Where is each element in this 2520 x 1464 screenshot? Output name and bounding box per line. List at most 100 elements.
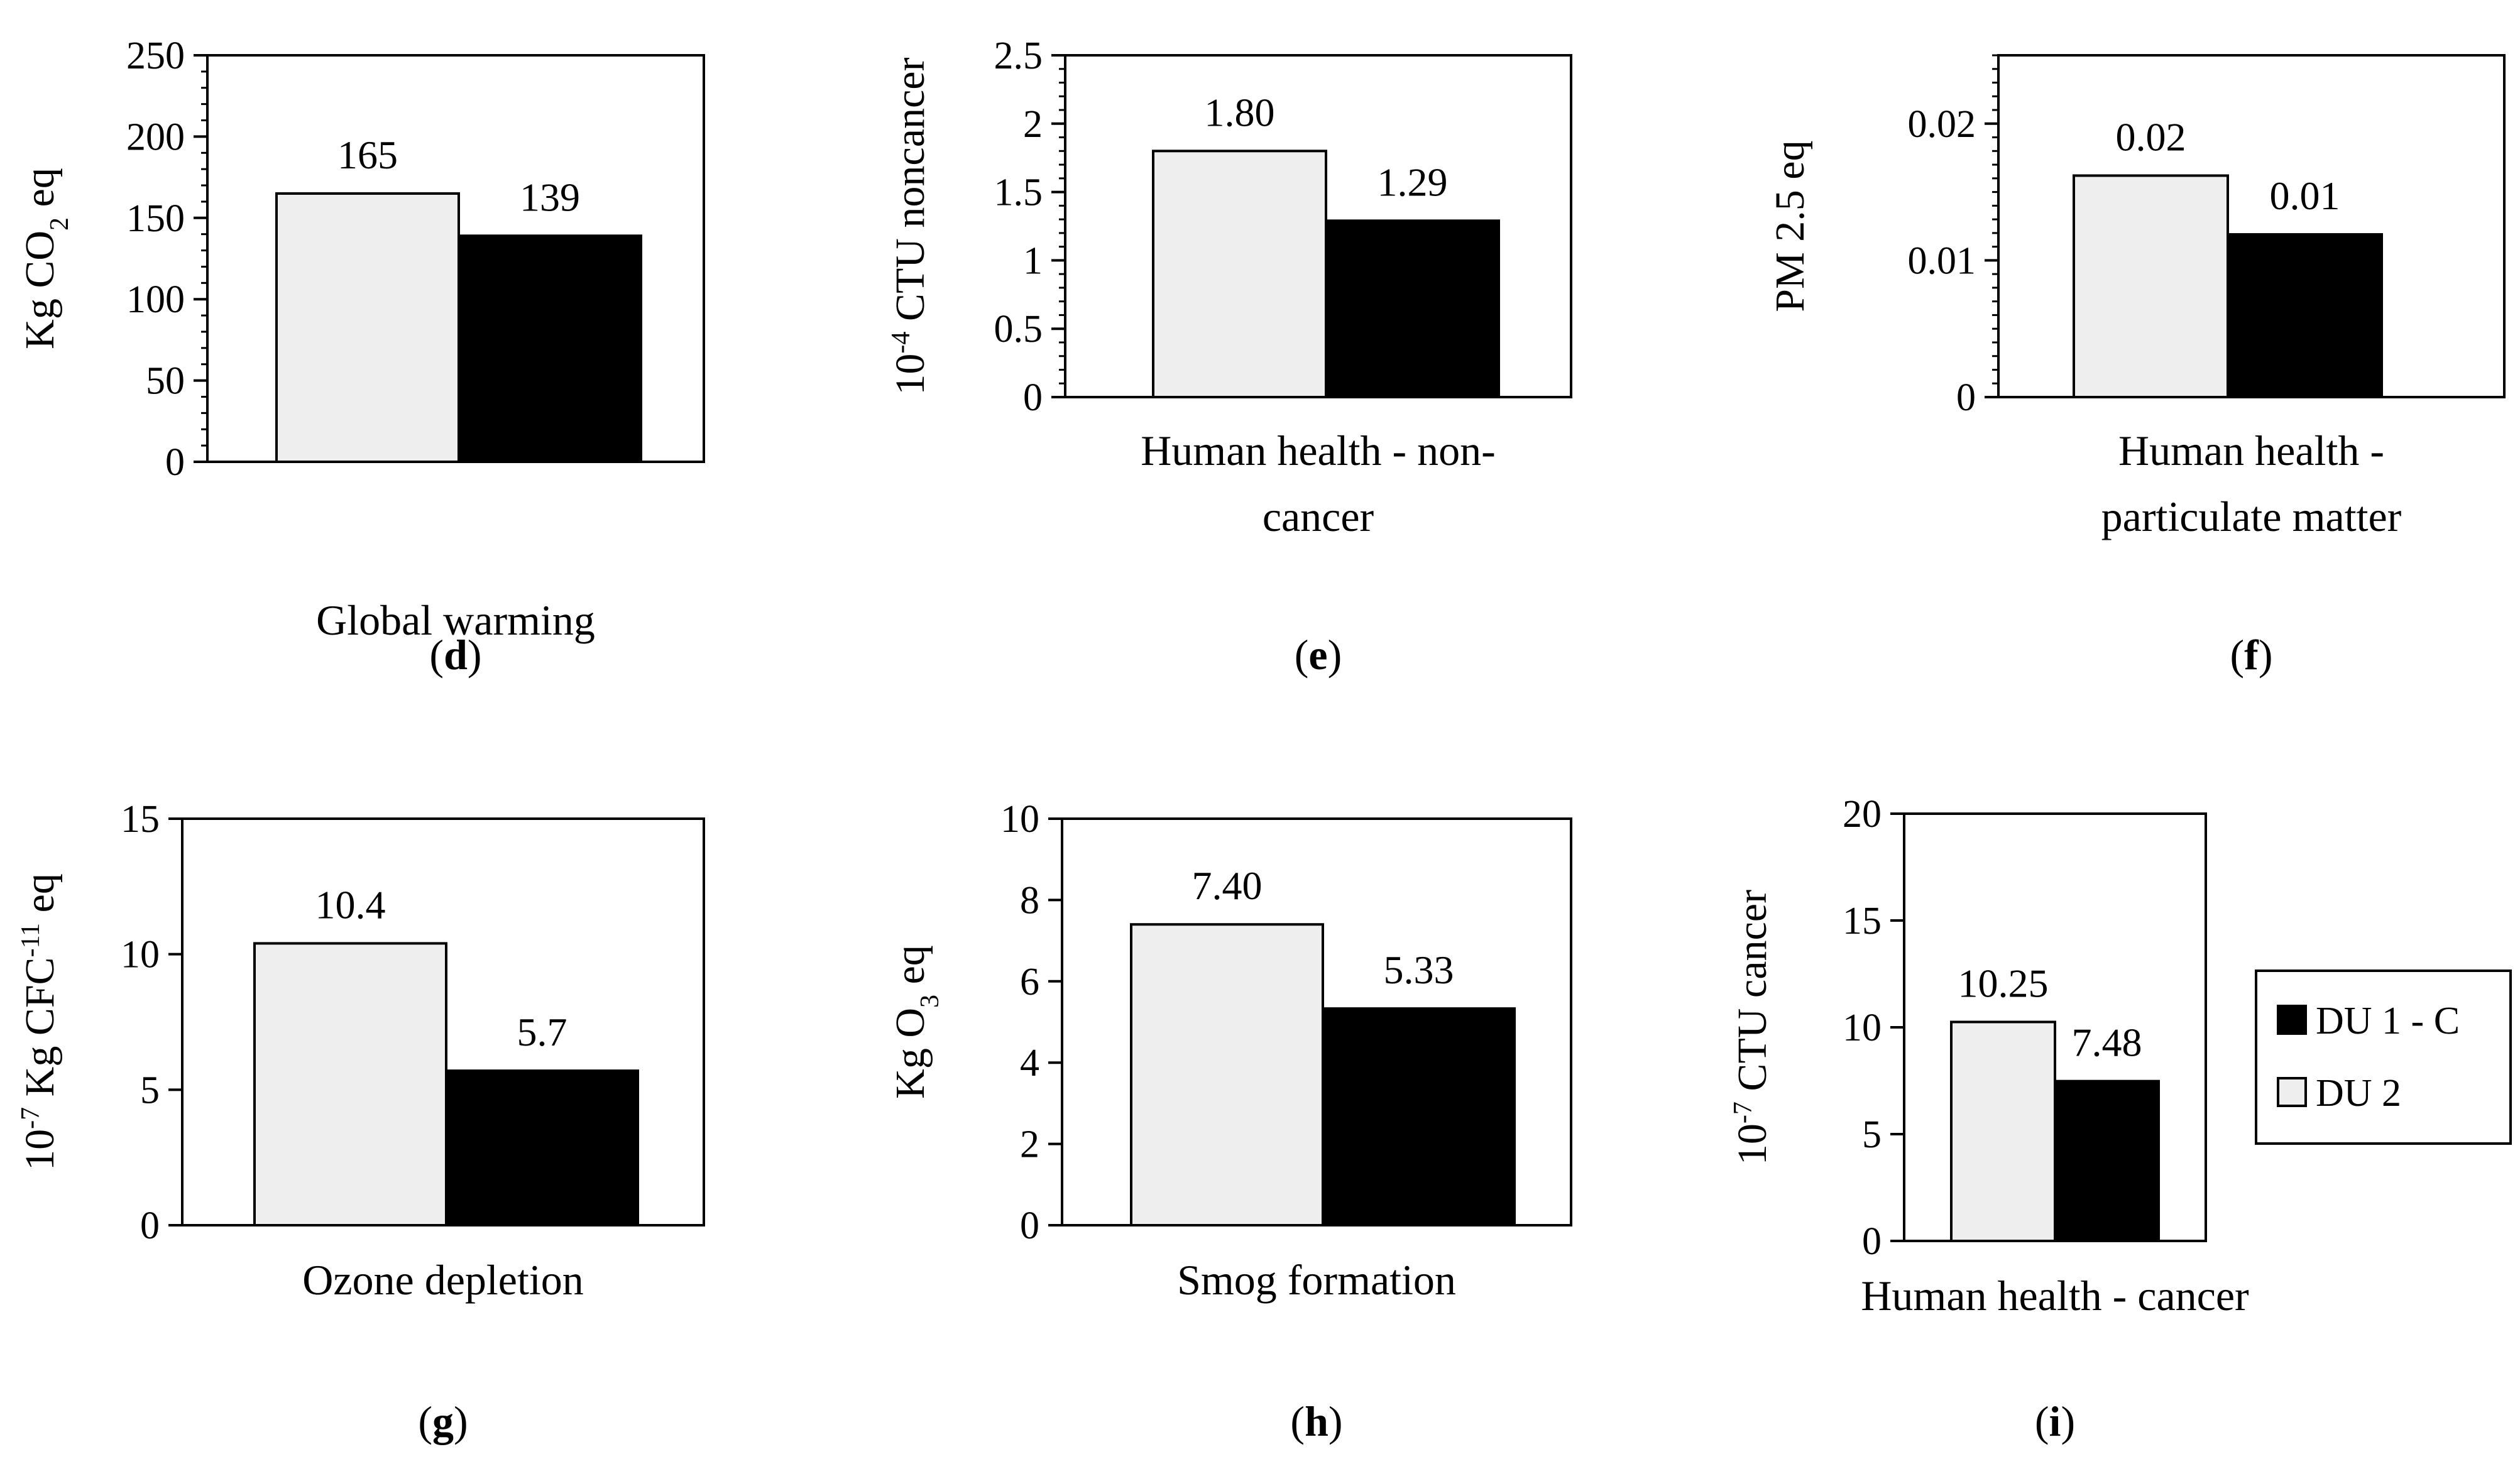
y-axis-label-part: Kg O	[887, 1008, 933, 1099]
data-label: 5.7	[517, 1010, 567, 1054]
y-tick-label: 8	[1020, 879, 1039, 922]
y-tick-label: 15	[1843, 900, 1882, 942]
y-axis-label-part: -4	[887, 332, 916, 354]
bar-du-1-c	[2054, 1079, 2160, 1243]
y-axis-label: Kg O3 eq	[887, 945, 945, 1099]
y-axis-label-part: Kg CO	[17, 231, 63, 349]
y-tick-label: 200	[126, 116, 185, 158]
chart-panel-e: 0 0.5 1 1.5 2 2.5 1.80 1.29 Human health - non-c…	[887, 35, 1572, 679]
y-tick-label: 5	[140, 1069, 160, 1112]
data-label: 7.40	[1192, 863, 1263, 908]
y-tick-label: 20	[1843, 793, 1882, 836]
x-category-label: cancer	[1263, 493, 1374, 540]
y-axis-label-part: eq	[17, 168, 63, 217]
panel-label: (d)	[429, 631, 481, 679]
y-axis-label: Kg CO2 eq	[17, 168, 74, 349]
y-tick-label: 50	[146, 360, 185, 403]
bar-du-2	[1950, 1020, 2056, 1242]
y-axis-label: 10-4 CTU noncancer	[887, 57, 933, 395]
data-label: 10.4	[315, 882, 386, 927]
y-axis-label: PM 2.5 eq	[1767, 140, 1813, 312]
bar-du-2	[275, 192, 460, 463]
panel-label-part: (	[2230, 631, 2245, 679]
panel-label-part: )	[1328, 631, 1342, 679]
panel-label-part: (	[1290, 1397, 1305, 1445]
x-category-label: Smog formation	[1177, 1256, 1456, 1304]
panel-label-part: e	[1308, 631, 1327, 679]
y-axis-label-part: Kg CFC	[17, 957, 63, 1106]
bar-du-2	[1130, 923, 1324, 1226]
panel-label: (f)	[2230, 631, 2273, 679]
y-tick-label: 150	[126, 197, 185, 240]
panel-label: (g)	[418, 1397, 468, 1445]
panel-label-part: )	[454, 1397, 468, 1445]
y-axis-label-part: -7	[1729, 1101, 1758, 1123]
chart-panel-i: 0 5 10 15 20 10.25 7.48 Human health - cancer 10…	[1729, 793, 2249, 1445]
data-label: 165	[337, 133, 398, 177]
data-label: 0.02	[2116, 114, 2186, 159]
panel-label-part: )	[2061, 1397, 2075, 1445]
panel-label: (i)	[2035, 1397, 2075, 1445]
data-label: 10.25	[1958, 961, 2049, 1006]
legend-label: DU 2	[2316, 1072, 2401, 1115]
y-tick-label: 0	[140, 1205, 160, 1247]
legend-label: DU 1 - C	[2316, 1000, 2460, 1042]
panel-label-part: d	[444, 631, 468, 679]
bar-du-1-c	[2227, 233, 2383, 398]
y-tick-label: 0	[165, 441, 185, 484]
y-tick-label: 10	[1000, 798, 1039, 841]
bar-du-2	[1152, 150, 1327, 398]
y-axis-label-part: 3	[916, 995, 945, 1008]
y-axis-label: 10-7 Kg CFC-11 eq	[16, 873, 63, 1171]
y-axis-label-part: 10	[17, 1129, 63, 1171]
y-tick-label: 250	[126, 35, 185, 77]
panel-label: (e)	[1295, 631, 1342, 679]
y-tick-label: 0	[1023, 376, 1043, 419]
y-axis-label-part: 10	[887, 354, 933, 395]
y-tick-label: 1	[1023, 239, 1043, 282]
legend-swatch-du-1-c	[2277, 1005, 2307, 1035]
legend-swatch-du-2	[2277, 1077, 2307, 1107]
chart-panel-f: 0 0.01 0.02 0.02 0.01 Human health - particula…	[1767, 54, 2506, 679]
x-category-label: Human health - cancer	[1861, 1272, 2249, 1319]
panel-label-part: f	[2244, 631, 2259, 679]
y-tick-label: 2.5	[994, 35, 1043, 77]
y-tick-label: 6	[1020, 961, 1039, 1003]
x-category-label: Human health -	[2118, 427, 2384, 474]
panel-label-part: (	[2035, 1397, 2049, 1445]
bar-du-1-c	[457, 234, 642, 463]
legend-box	[2255, 970, 2512, 1145]
y-tick-label: 10	[1843, 1007, 1882, 1049]
y-axis-label-part: PM 2.5 eq	[1767, 140, 1813, 312]
y-tick-label: 0.02	[1908, 103, 1976, 146]
data-label: 7.48	[2072, 1020, 2142, 1065]
y-axis-label-part: -11	[16, 923, 45, 957]
y-tick-label: 0	[1020, 1205, 1039, 1247]
y-tick-label: 15	[121, 798, 160, 841]
panel-label-part: (	[429, 631, 444, 679]
panel-label-part: )	[468, 631, 482, 679]
y-axis-label: 10-7 CTU cancer	[1729, 890, 1775, 1165]
data-label: 1.29	[1378, 160, 1448, 204]
y-axis-label-part: CTU noncancer	[887, 57, 933, 331]
bar-du-1-c	[1322, 1007, 1516, 1227]
y-axis-label-part: 2	[45, 217, 74, 231]
y-tick-label: 0	[1862, 1220, 1882, 1263]
y-tick-label: 2	[1023, 103, 1043, 146]
panel-label-part: (	[1295, 631, 1309, 679]
panel-label-part: h	[1305, 1397, 1328, 1445]
chart-panel-h: 0 2 4 6 8 10 7.40 5.33 Smog formation Kg O3 eq (h)	[887, 798, 1572, 1445]
y-tick-label: 4	[1020, 1042, 1039, 1084]
data-label: 1.80	[1205, 90, 1275, 134]
y-tick-label: 0.01	[1908, 239, 1976, 282]
panel-label: (h)	[1290, 1397, 1342, 1445]
bar-du-1-c	[1325, 219, 1500, 398]
panel-label-part: (	[418, 1397, 432, 1445]
data-label: 0.01	[2270, 173, 2340, 218]
x-category-label: Human health - non-	[1141, 427, 1496, 474]
y-tick-label: 100	[126, 278, 185, 321]
data-label: 5.33	[1384, 948, 1454, 992]
legend: DU 1 - C DU 2	[2255, 970, 2512, 1145]
